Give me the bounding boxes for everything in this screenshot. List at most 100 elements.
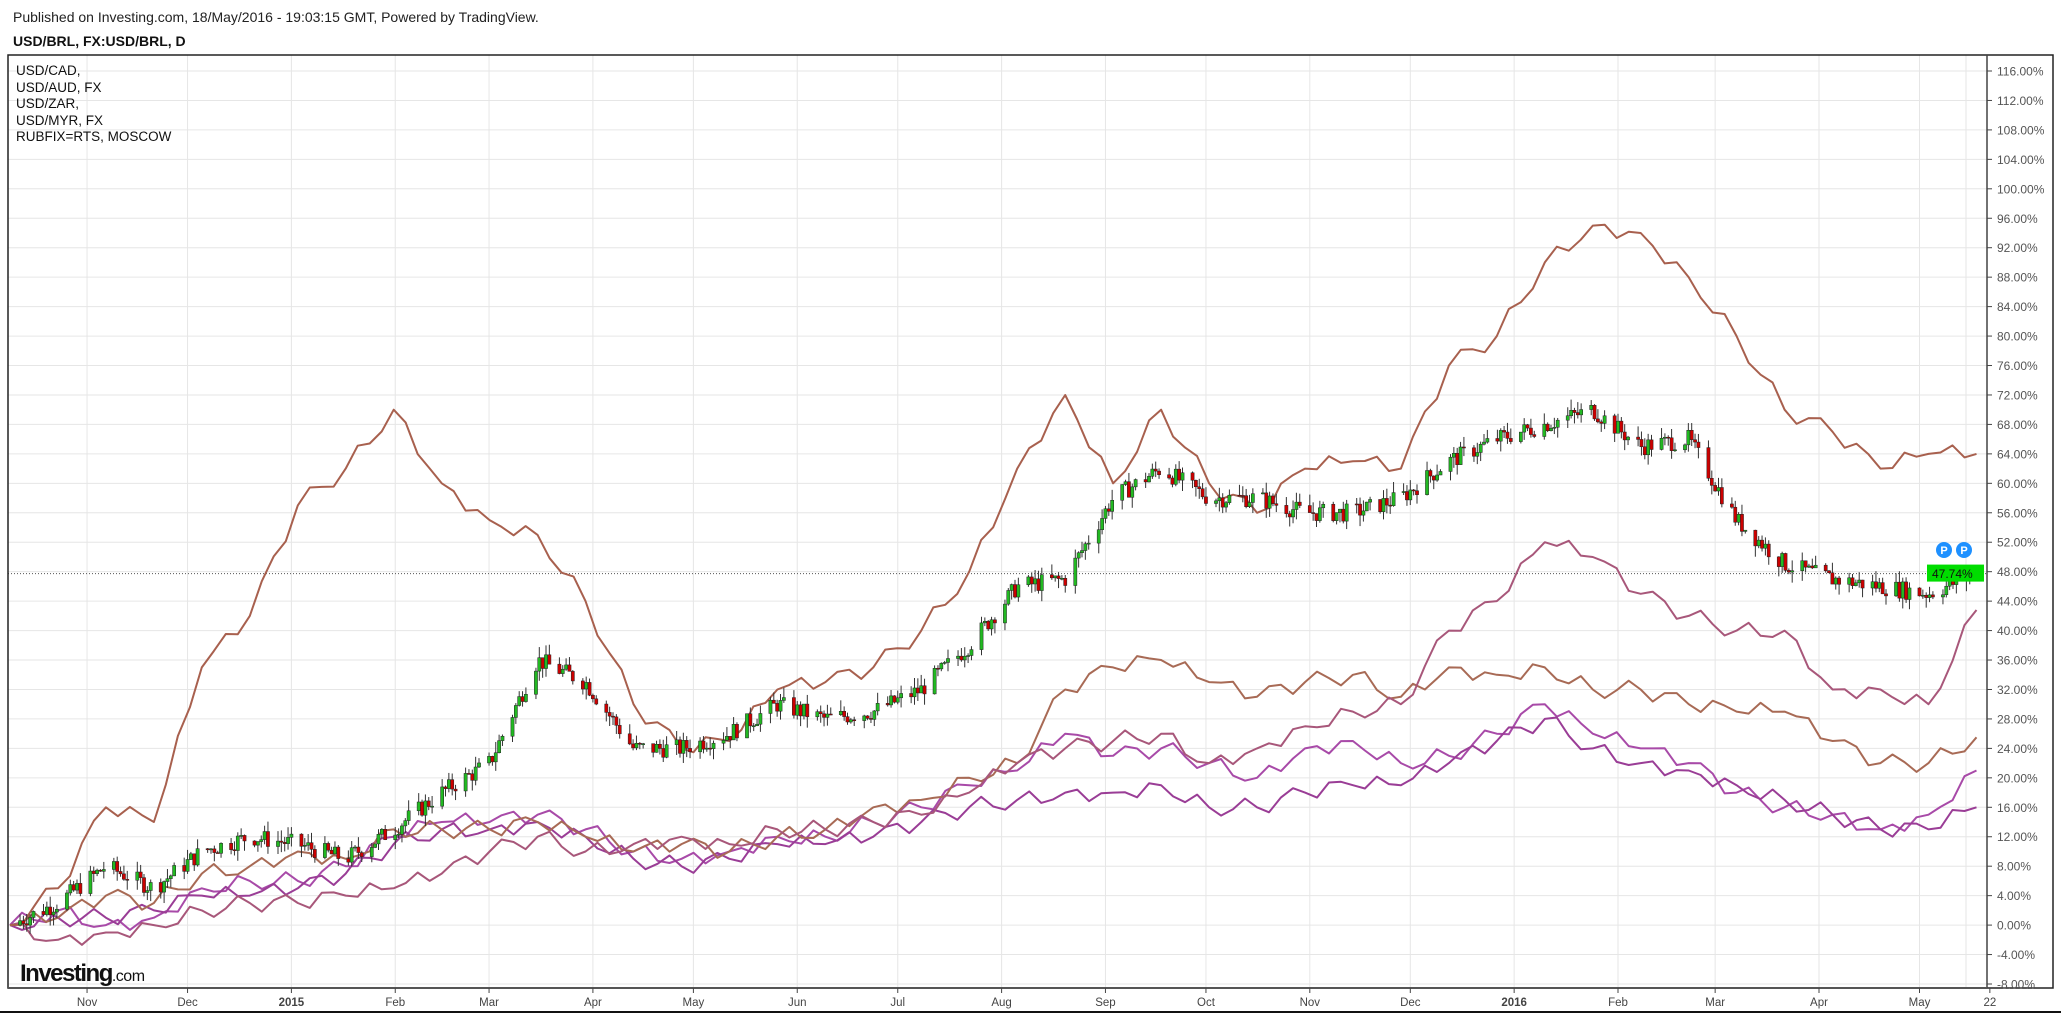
y-tick-label: -4.00% xyxy=(1997,948,2035,962)
candle-body xyxy=(1807,565,1811,568)
candle-body xyxy=(983,621,987,624)
candle-body xyxy=(1321,503,1326,509)
candle-body xyxy=(1860,579,1865,589)
candle-body xyxy=(1073,557,1078,586)
candle-body xyxy=(1244,495,1249,507)
candle-body xyxy=(1177,468,1182,481)
candle-body xyxy=(1592,405,1597,420)
candle-body xyxy=(956,655,960,659)
candle-body xyxy=(524,694,528,702)
y-tick-label: 52.00% xyxy=(1997,536,2038,550)
candle-body xyxy=(1053,575,1058,579)
candle-body xyxy=(842,711,846,717)
candle-body xyxy=(450,779,455,790)
candle-body xyxy=(1642,446,1647,456)
candle-body xyxy=(1197,486,1202,489)
candle-body xyxy=(966,655,970,657)
x-tick-label: Feb xyxy=(385,997,405,1009)
series-line-5 xyxy=(9,223,1977,927)
x-tick-label: Feb xyxy=(1608,997,1628,1009)
candle-body xyxy=(581,680,585,690)
candle-body xyxy=(336,846,341,859)
candle-body xyxy=(634,742,639,749)
candle-body xyxy=(1720,487,1724,505)
candle-body xyxy=(158,882,163,893)
candles-group xyxy=(18,399,1979,934)
candle-body xyxy=(1462,446,1466,449)
last-value-label: 47.74% xyxy=(1932,567,1973,581)
candle-body xyxy=(1063,578,1068,586)
candle-body xyxy=(1596,418,1600,423)
candle-body xyxy=(818,711,823,715)
legend-item: USD/ZAR, xyxy=(16,96,80,111)
candle-body xyxy=(1575,412,1580,416)
candle-body xyxy=(1361,510,1366,516)
legend: USD/CAD, USD/AUD, FX USD/ZAR, USD/MYR, F… xyxy=(16,63,171,146)
candle-body xyxy=(594,698,599,705)
candle-body xyxy=(262,831,267,840)
candle-body xyxy=(1100,518,1104,530)
candle-body xyxy=(71,884,76,891)
y-tick-label: 32.00% xyxy=(1997,683,2038,697)
candle-body xyxy=(852,719,857,722)
event-marker-label: P xyxy=(1960,545,1967,557)
candle-body xyxy=(1827,570,1831,574)
candle-body xyxy=(802,703,806,717)
candle-body xyxy=(684,740,689,749)
candle-body xyxy=(142,877,146,893)
candle-body xyxy=(1261,492,1265,495)
candle-body xyxy=(899,693,903,699)
candle-body xyxy=(1532,434,1537,437)
candle-body xyxy=(239,835,244,837)
candle-body xyxy=(1311,512,1316,514)
candle-body xyxy=(1251,493,1255,503)
candle-body xyxy=(751,725,756,728)
candle-body xyxy=(416,801,421,812)
candle-body xyxy=(1482,441,1486,445)
candle-body xyxy=(1555,419,1560,428)
candle-body xyxy=(936,668,940,670)
y-tick-label: 20.00% xyxy=(1997,771,2038,785)
event-marker-label: P xyxy=(1940,545,1947,557)
y-tick-label: 16.00% xyxy=(1997,801,2038,815)
candle-body xyxy=(1686,430,1691,446)
candle-body xyxy=(1693,439,1697,443)
candle-body xyxy=(235,835,240,851)
y-tick-label: 12.00% xyxy=(1997,830,2038,844)
x-tick-label: Sep xyxy=(1095,997,1115,1009)
candle-body xyxy=(403,820,408,827)
candle-body xyxy=(1388,504,1393,507)
candle-body xyxy=(313,849,317,858)
y-tick-label: 44.00% xyxy=(1997,595,2038,609)
candle-body xyxy=(28,917,32,926)
candle-body xyxy=(1056,575,1061,579)
candle-body xyxy=(1830,572,1835,585)
candle-body xyxy=(1200,488,1205,498)
candle-body xyxy=(95,869,99,874)
candle-body xyxy=(299,833,304,847)
candle-body xyxy=(229,843,233,850)
candle-body xyxy=(1619,420,1624,433)
candle-body xyxy=(353,846,357,849)
candle-body xyxy=(473,766,478,781)
candle-body xyxy=(48,906,53,916)
candle-body xyxy=(1133,479,1138,488)
candle-body xyxy=(681,740,686,754)
candle-body xyxy=(1776,556,1781,567)
candle-body xyxy=(591,694,595,700)
candle-body xyxy=(1013,584,1017,598)
candle-body xyxy=(256,841,260,846)
candle-body xyxy=(1318,507,1322,521)
candle-body xyxy=(1800,560,1805,571)
candle-body xyxy=(212,848,217,853)
candle-body xyxy=(1666,436,1671,439)
candle-body xyxy=(406,810,411,821)
candle-body xyxy=(885,703,890,706)
candle-body xyxy=(1033,578,1037,585)
candle-body xyxy=(614,716,619,726)
candle-body xyxy=(1143,479,1148,483)
candle-body xyxy=(333,846,337,855)
candle-body xyxy=(932,668,937,695)
candle-body xyxy=(688,748,692,753)
